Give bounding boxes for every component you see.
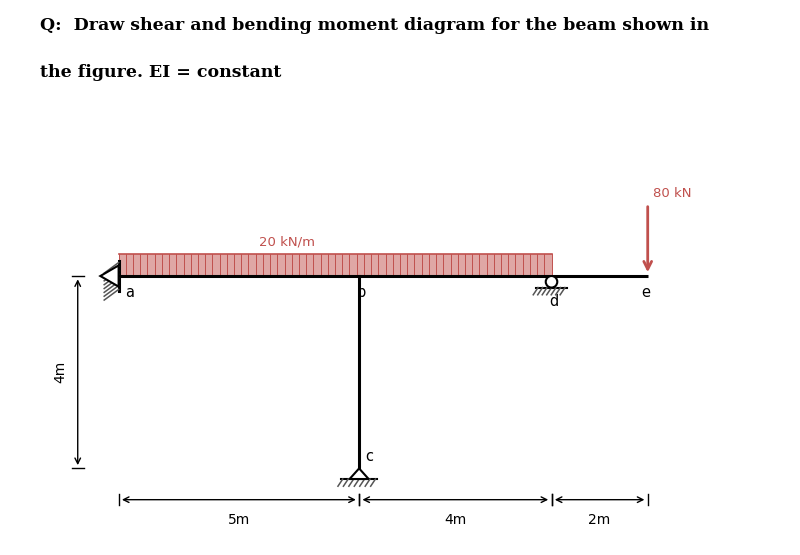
Text: the figure. EI = constant: the figure. EI = constant (40, 64, 282, 81)
Text: 4m: 4m (444, 513, 466, 527)
Text: 5m: 5m (228, 513, 250, 527)
Polygon shape (350, 468, 369, 479)
Text: a: a (125, 285, 134, 300)
Text: 2m: 2m (589, 513, 610, 527)
Text: Q:  Draw shear and bending moment diagram for the beam shown in: Q: Draw shear and bending moment diagram… (40, 17, 709, 34)
Text: 4m: 4m (53, 361, 67, 384)
Text: c: c (365, 448, 373, 463)
Polygon shape (100, 265, 118, 286)
Text: 80 kN: 80 kN (653, 187, 691, 200)
Text: e: e (641, 285, 650, 300)
Circle shape (546, 276, 558, 287)
Text: d: d (550, 294, 558, 309)
Bar (118, 254, 551, 276)
Text: b: b (357, 285, 366, 300)
Text: 20 kN/m: 20 kN/m (259, 236, 315, 249)
